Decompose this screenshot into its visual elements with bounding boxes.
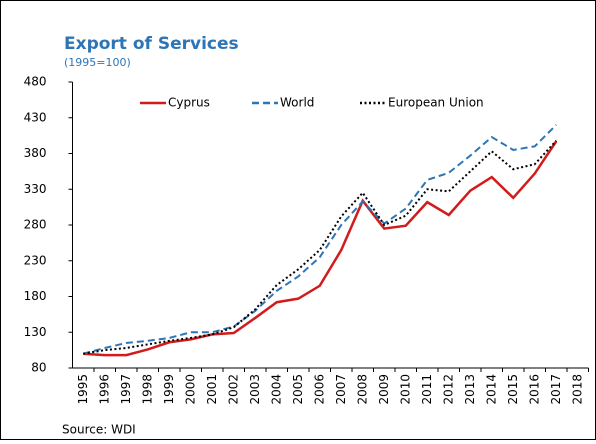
x-tick-label: 2012 [441, 374, 455, 405]
x-tick-label: 2013 [463, 374, 477, 405]
x-tick-label: 2006 [312, 374, 326, 405]
y-tick-label: 280 [24, 218, 47, 232]
y-tick-label: 130 [24, 325, 47, 339]
x-tick-label: 1997 [119, 374, 133, 405]
legend-label: Cyprus [168, 96, 210, 110]
x-tick-label: 2017 [549, 374, 563, 405]
x-tick-label: 2004 [269, 374, 283, 405]
legend-label: World [280, 96, 314, 110]
x-tick-label: 2003 [248, 374, 262, 405]
chart-subtitle: (1995=100) [64, 56, 131, 69]
x-tick-label: 1999 [162, 374, 176, 405]
y-tick-label: 80 [31, 361, 46, 375]
x-tick-label: 1995 [76, 374, 90, 405]
y-tick-label: 430 [24, 110, 47, 124]
x-tick-label: 2014 [484, 374, 498, 405]
y-tick-label: 230 [24, 253, 47, 267]
x-tick-label: 2018 [570, 374, 584, 405]
y-tick-label: 180 [24, 289, 47, 303]
x-tick-label: 2002 [226, 374, 240, 405]
y-tick-label: 330 [24, 182, 47, 196]
x-tick-label: 2011 [420, 374, 434, 405]
series-line [83, 140, 558, 357]
y-tick-label: 380 [24, 146, 47, 160]
legend-label: European Union [388, 96, 484, 110]
x-tick-label: 2005 [291, 374, 305, 405]
x-tick-label: 1998 [140, 374, 154, 405]
x-tick-label: 2015 [506, 374, 520, 405]
x-tick-label: 2016 [527, 374, 541, 405]
x-tick-label: 2008 [355, 374, 369, 405]
x-tick-label: 2000 [183, 374, 197, 405]
y-tick-label: 480 [24, 75, 47, 89]
x-tick-label: 2009 [377, 374, 391, 405]
x-tick-label: 2001 [205, 374, 219, 405]
series-line [82, 124, 557, 355]
chart-title: Export of Services [64, 34, 239, 54]
x-tick-label: 2007 [334, 374, 348, 405]
x-tick-label: 1996 [97, 374, 111, 405]
x-tick-label: 2010 [398, 374, 412, 405]
source: Source: WDI [62, 423, 136, 437]
